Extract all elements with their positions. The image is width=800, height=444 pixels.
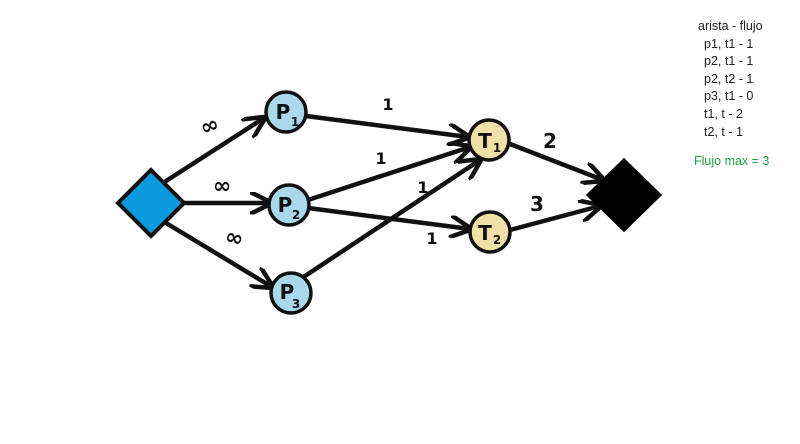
edge-label-p1-t1: 1 bbox=[382, 95, 393, 114]
svg-text:P: P bbox=[278, 193, 293, 217]
edge-label-s-p1: ∞ bbox=[197, 112, 223, 142]
node-p2: P 2 bbox=[267, 183, 311, 227]
svg-text:2: 2 bbox=[292, 208, 300, 222]
edge-label-p3-t1: 1 bbox=[417, 178, 428, 197]
edge-label-s-p2: ∞ bbox=[213, 174, 231, 199]
node-t1: T 1 bbox=[467, 118, 511, 162]
svg-text:1: 1 bbox=[291, 115, 299, 129]
legend-title: arista - flujo bbox=[698, 19, 763, 33]
svg-text:2: 2 bbox=[493, 233, 501, 247]
edge-s-p1 bbox=[163, 118, 264, 184]
max-flow-result: Flujo max = 3 bbox=[694, 154, 770, 169]
source-node bbox=[115, 167, 187, 239]
edge-t1-sink bbox=[507, 141, 603, 180]
legend-row: t1, t - 2 bbox=[704, 106, 743, 121]
sink-node bbox=[585, 157, 663, 233]
edge-label-s-p3: ∞ bbox=[222, 224, 246, 253]
svg-text:1: 1 bbox=[493, 141, 501, 155]
edge-p3-t1 bbox=[299, 160, 480, 281]
flow-legend: arista - flujo p1, t1 - 1 p2, t1 - 1 p2,… bbox=[690, 18, 794, 171]
svg-text:T: T bbox=[478, 221, 492, 245]
legend-row: p1, t1 - 1 bbox=[704, 36, 754, 51]
edge-label-p2-t1: 1 bbox=[375, 149, 386, 168]
legend-row: p2, t2 - 1 bbox=[704, 71, 754, 86]
edge-label-t1-sink: 2 bbox=[543, 129, 557, 153]
edge-p2-t1 bbox=[305, 147, 470, 203]
legend-row: p2, t1 - 1 bbox=[704, 54, 754, 69]
svg-text:P: P bbox=[276, 100, 291, 124]
svg-text:3: 3 bbox=[292, 297, 300, 311]
node-t2: T 2 bbox=[468, 210, 512, 254]
legend-row: t2, t - 1 bbox=[704, 124, 743, 139]
edge-s-p3 bbox=[163, 220, 272, 287]
svg-text:P: P bbox=[280, 280, 295, 304]
legend-row: p3, t1 - 0 bbox=[704, 89, 754, 104]
edge-label-t2-sink: 3 bbox=[530, 192, 544, 216]
node-p3: P 3 bbox=[269, 271, 313, 315]
edge-p1-t1 bbox=[303, 113, 468, 137]
svg-text:T: T bbox=[478, 129, 492, 153]
edge-label-p2-t2: 1 bbox=[426, 229, 437, 248]
node-p1: P 1 bbox=[264, 90, 308, 134]
edge-t2-sink bbox=[507, 206, 600, 233]
